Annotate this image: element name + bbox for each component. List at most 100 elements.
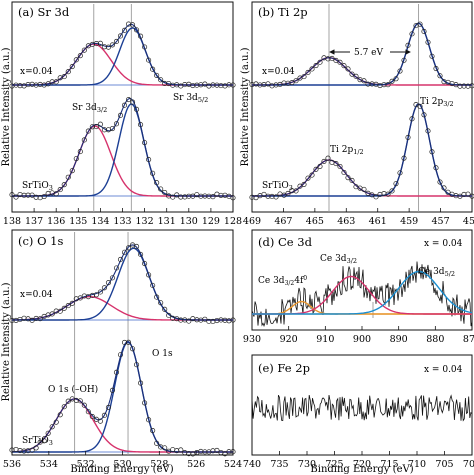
panel-c: 536 534 532 530 528 526 524 (c) O 1s x=0.04 Sr… [3, 229, 242, 470]
data-point [441, 79, 447, 85]
data-point [349, 177, 355, 183]
data-point [214, 191, 220, 197]
x-tick-label: 730 [298, 459, 316, 470]
data-point [146, 157, 152, 163]
panel-d: 930 920 910 900 890 880 870 (d) Ce 3d x = 0.04… [243, 229, 474, 345]
data-point [461, 191, 467, 197]
data-point [293, 78, 299, 84]
x-axis-label-right: Binding Energy (eV) [310, 464, 413, 475]
data-point [101, 44, 107, 50]
data-point [182, 450, 188, 456]
data-point [178, 194, 184, 200]
data-point [166, 312, 172, 318]
data-point [121, 249, 128, 255]
data-point [190, 451, 196, 457]
panel-c-srtio3-label: SrTiO3 [22, 436, 53, 447]
data-point [162, 306, 168, 312]
data-point [297, 75, 303, 81]
x-tick-label: 457 [432, 216, 450, 227]
data-point [405, 134, 411, 140]
data-point [158, 444, 164, 450]
data-point [69, 300, 75, 306]
data-point [57, 308, 63, 314]
data-point [101, 412, 107, 418]
data-point [49, 424, 55, 430]
data-point [465, 83, 471, 89]
data-point [146, 272, 152, 278]
panel-a-title: (a) Sr 3d [18, 5, 70, 19]
data-point [61, 305, 67, 311]
data-point [69, 168, 75, 174]
panel-d-ce52-label: Ce 3d5/2 [418, 267, 455, 278]
data-point [138, 122, 144, 128]
data-point [401, 57, 407, 63]
data-point [425, 128, 431, 134]
x-tick-label: 715 [380, 459, 398, 470]
x-tick-label: 735 [270, 459, 288, 470]
data-point [93, 124, 99, 130]
data-point [37, 439, 43, 445]
data-point [138, 380, 144, 386]
x-tick-label: 720 [353, 459, 371, 470]
data-point [85, 409, 91, 415]
data-point [150, 170, 156, 176]
data-point [117, 33, 124, 39]
data-point [353, 73, 359, 79]
data-point [429, 149, 435, 155]
data-point [253, 195, 259, 201]
data-point [105, 127, 111, 133]
data-point [81, 402, 87, 408]
panel-b-frame [251, 1, 473, 213]
data-point [353, 184, 359, 190]
panel-b-plot [249, 4, 474, 212]
data-point [65, 174, 71, 180]
panel-a-sr32-label: Sr 3d3/2 [72, 103, 107, 114]
data-point [301, 181, 307, 187]
data-point [150, 66, 156, 72]
data-point [130, 99, 136, 105]
data-point [65, 398, 71, 404]
x-tick-label: 461 [369, 216, 387, 227]
data-point [117, 256, 124, 263]
data-point [154, 72, 160, 78]
data-point [249, 194, 255, 200]
data-point [202, 316, 208, 322]
data-point [174, 316, 180, 322]
x-tick-label: 135 [69, 216, 87, 227]
data-point [33, 445, 39, 451]
panel-c-x-ticks: 536 534 532 530 528 526 524 [3, 451, 242, 470]
data-point [113, 369, 120, 375]
data-point [317, 163, 323, 169]
data-point [33, 194, 39, 200]
panel-c-plot [9, 232, 236, 457]
data-point [186, 81, 192, 87]
panel-b-x004-label: x=0.04 [262, 67, 295, 77]
data-point [25, 192, 31, 198]
data-point [309, 172, 315, 178]
data-point [150, 282, 156, 288]
data-point [393, 76, 399, 82]
panel-d-x-ticks: 930 920 910 900 890 880 870 [243, 326, 474, 345]
data-point [162, 80, 168, 86]
x-tick-label: 459 [400, 216, 418, 227]
x-tick-label: 132 [136, 216, 154, 227]
data-point [433, 165, 439, 171]
x-tick-label: 740 [243, 459, 261, 470]
data-point [146, 57, 152, 63]
data-point [125, 245, 132, 251]
data-point [277, 191, 283, 197]
data-point [97, 289, 103, 295]
data-point [449, 191, 455, 197]
x-tick-label: 137 [25, 216, 43, 227]
panel-a-sr52-label: Sr 3d5/2 [173, 93, 208, 104]
data-point [9, 192, 15, 198]
x-tick-label: 920 [280, 334, 298, 345]
data-point [198, 317, 204, 323]
data-point [45, 430, 51, 436]
data-point [202, 193, 208, 199]
ce-component [252, 270, 473, 315]
panel-e: 740 735 730 725 720 715 710 705 700 (e) Fe 2p x … [243, 354, 474, 470]
data-point [57, 412, 63, 418]
data-point [125, 97, 132, 103]
x-tick-label: 536 [3, 459, 21, 470]
